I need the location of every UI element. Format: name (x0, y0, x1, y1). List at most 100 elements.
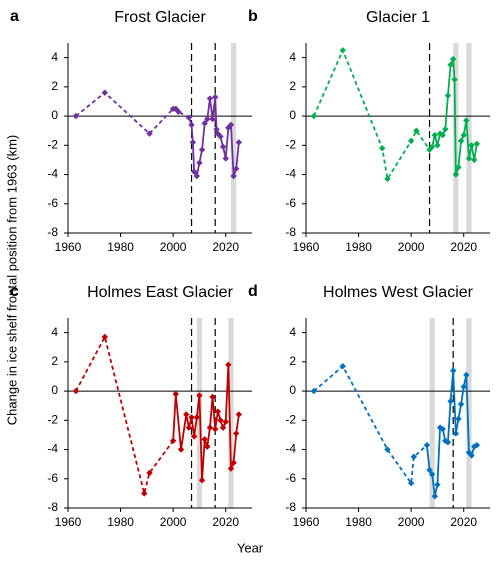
data-point (72, 387, 80, 395)
y-tick-label: -4 (285, 442, 296, 456)
data-point (201, 120, 208, 127)
data-point (310, 112, 318, 120)
data-point (450, 55, 457, 63)
y-tick-label: 4 (51, 50, 58, 64)
data-point (206, 95, 214, 102)
y-tick-label: -4 (47, 167, 58, 181)
data-point (384, 446, 391, 453)
data-point (188, 414, 195, 421)
data-point (198, 146, 206, 153)
shaded-band (466, 318, 472, 508)
y-tick-label: -2 (47, 412, 58, 426)
data-point (230, 172, 237, 180)
data-point (188, 121, 195, 129)
data-point (233, 430, 240, 437)
data-point (384, 175, 391, 183)
y-tick-label: -6 (285, 471, 296, 485)
x-tick-label: 2000 (160, 515, 187, 529)
y-tick-label: 2 (51, 354, 58, 368)
y-tick-label: -8 (47, 225, 58, 239)
data-point (212, 425, 219, 433)
y-tick-label: -2 (47, 137, 58, 151)
y-tick-label: -2 (285, 412, 296, 426)
data-point (439, 131, 446, 139)
data-point (444, 439, 452, 446)
data-point (457, 401, 465, 408)
y-tick-label: 2 (51, 79, 58, 93)
data-point (463, 371, 470, 379)
data-point (193, 414, 200, 421)
x-tick-label: 1980 (345, 515, 372, 529)
panel-letter: a (10, 8, 19, 25)
y-tick-label: -4 (47, 442, 58, 456)
data-point (452, 171, 460, 178)
panel: a Frost Glacier -8 -6 -4 -2 0 2 4 1960 1980 2000 202… (10, 8, 252, 254)
panel-letter: c (10, 283, 19, 300)
y-tick-label: 0 (51, 108, 58, 122)
data-point (465, 155, 473, 162)
data-point (217, 133, 224, 140)
x-tick-label: 1960 (55, 515, 82, 529)
y-tick-label: 4 (289, 325, 296, 339)
data-point (101, 89, 108, 96)
data-point (190, 433, 198, 440)
x-tick-label: 2000 (398, 515, 425, 529)
data-point (185, 424, 193, 431)
x-axis-label: Year (237, 540, 264, 555)
x-tick-label: 1980 (107, 515, 134, 529)
panel-title: Holmes East Glacier (87, 284, 233, 301)
data-point (206, 424, 214, 431)
data-point (225, 361, 232, 368)
data-point (190, 168, 198, 175)
y-tick-label: -8 (47, 500, 58, 514)
data-point (72, 112, 80, 120)
data-point (423, 441, 431, 449)
series-line (75, 334, 174, 494)
data-point (204, 115, 211, 123)
panel-title: Holmes West Glacier (323, 284, 474, 301)
x-tick-label: 1960 (55, 240, 82, 254)
data-point (101, 333, 108, 341)
y-tick-label: -4 (285, 167, 296, 181)
panel: d Holmes West Glacier -8 -6 -4 -2 0 2 4 1960 1980 2… (248, 283, 490, 529)
data-point (473, 140, 481, 148)
data-point (452, 430, 460, 437)
data-point (431, 131, 438, 139)
data-point (230, 459, 237, 466)
data-point (214, 408, 222, 415)
data-point (185, 114, 193, 121)
data-point (209, 393, 216, 401)
data-point (410, 453, 417, 461)
data-point (235, 139, 243, 146)
data-point (227, 465, 235, 472)
data-point (209, 115, 216, 123)
data-point (196, 159, 203, 167)
data-point (439, 425, 446, 433)
data-point (431, 493, 438, 500)
data-point (227, 121, 235, 129)
data-point (434, 481, 441, 488)
data-point (172, 390, 179, 398)
data-point (183, 411, 190, 418)
data-point (434, 142, 441, 149)
data-point (468, 142, 475, 149)
data-point (219, 424, 227, 431)
data-point (473, 441, 481, 449)
data-point (222, 155, 229, 162)
data-point (175, 108, 182, 115)
y-tick-label: 2 (289, 79, 296, 93)
y-tick-label: 0 (289, 108, 296, 122)
panel: c Holmes East Glacier -8 -6 -4 -2 0 2 4 1960 1980 2… (10, 283, 252, 529)
data-point (460, 383, 467, 390)
y-tick-label: -2 (285, 137, 296, 151)
panel-title: Frost Glacier (114, 9, 206, 26)
data-point (235, 411, 243, 418)
data-point (189, 139, 197, 146)
x-tick-label: 2020 (212, 515, 239, 529)
data-point (436, 130, 444, 137)
y-tick-label: -8 (285, 500, 296, 514)
data-point (428, 143, 436, 150)
data-point (447, 61, 454, 69)
y-tick-label: -6 (47, 471, 58, 485)
